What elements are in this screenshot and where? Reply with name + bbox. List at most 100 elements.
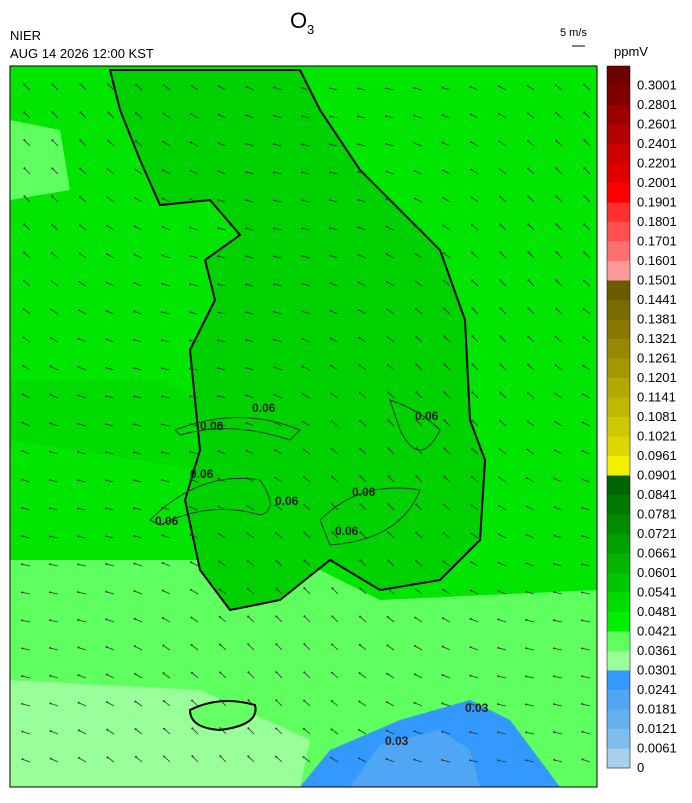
wind-arrow — [500, 280, 507, 287]
wind-arrow-head — [79, 139, 82, 142]
wind-arrow-head — [526, 448, 529, 451]
wind-arrow — [527, 420, 535, 427]
wind-arrow-head — [218, 560, 221, 563]
wind-arrow — [442, 87, 451, 91]
wind-arrow-head — [303, 587, 306, 590]
wind-arrow — [22, 620, 31, 623]
wind-arrow — [527, 168, 535, 175]
colorbar-label: 0.0601 — [637, 565, 677, 580]
wind-arrow-head — [133, 310, 136, 313]
wind-arrow — [78, 338, 87, 343]
wind-arrow-head — [526, 420, 529, 423]
wind-arrow — [358, 88, 367, 91]
wind-arrow-head — [526, 84, 529, 87]
wind-arrow — [274, 115, 283, 119]
wind-arrow-head — [553, 506, 556, 509]
wind-arrow-head — [470, 141, 473, 144]
wind-arrow-head — [273, 255, 276, 258]
wind-arrow — [442, 617, 451, 623]
wind-arrow — [359, 420, 367, 427]
colorbar: 0.3001 0.2801 0.2601 0.2401 0.2201 0.2001 0.19… — [606, 65, 677, 775]
wind-arrow — [248, 728, 255, 735]
wind-arrow — [163, 141, 171, 147]
wind-arrow-head — [190, 616, 193, 619]
wind-arrow — [415, 560, 423, 567]
wind-arrow-head — [105, 281, 108, 284]
wind-arrow-head — [49, 450, 52, 453]
wind-arrow — [190, 227, 199, 231]
wind-arrow-head — [358, 391, 361, 394]
wind-arrow — [107, 196, 115, 203]
wind-arrow — [246, 450, 255, 455]
wind-arrow — [414, 170, 423, 175]
wind-arrow-head — [217, 367, 220, 370]
wind-arrow-head — [274, 476, 277, 479]
wind-arrow — [414, 645, 423, 651]
wind-arrow-head — [413, 169, 416, 172]
wind-arrow — [386, 758, 395, 763]
wind-arrow-head — [441, 114, 444, 117]
wind-arrow — [442, 142, 451, 147]
wind-arrow — [583, 365, 591, 371]
wind-arrow — [528, 279, 535, 287]
wind-arrow-head — [581, 421, 584, 424]
wind-arrow-head — [499, 223, 502, 226]
wind-arrow-head — [273, 171, 276, 174]
colorbar-label: 0.0721 — [637, 526, 677, 541]
wind-arrow-head — [301, 143, 304, 146]
wind-arrow — [78, 451, 87, 455]
wind-arrow — [163, 113, 171, 119]
wind-arrow-head — [302, 727, 305, 730]
wind-arrow-head — [442, 196, 445, 199]
wind-arrow-head — [357, 253, 360, 256]
contour — [319, 487, 421, 546]
colorbar-box — [607, 339, 630, 359]
wind-arrow — [303, 476, 311, 483]
wind-arrow — [162, 311, 171, 315]
wind-arrow — [415, 336, 423, 343]
wind-arrow-head — [469, 759, 472, 762]
wind-arrow — [22, 591, 31, 595]
wind-arrow — [276, 616, 283, 623]
wind-arrow-head — [217, 283, 220, 286]
wind-arrow — [415, 504, 423, 511]
colorbar-box — [607, 612, 630, 632]
wind-arrow-head — [414, 559, 417, 562]
wind-arrow — [52, 168, 59, 175]
wind-arrow-head — [470, 168, 473, 171]
wind-arrow-head — [330, 392, 333, 395]
wind-arrow — [302, 366, 311, 371]
wind-arrow-head — [583, 83, 586, 86]
wind-arrow — [415, 280, 423, 287]
wind-arrow — [134, 479, 143, 483]
wind-arrow — [219, 561, 227, 567]
wind-arrow-head — [469, 113, 472, 116]
wind-arrow-head — [245, 422, 248, 425]
wind-arrow — [304, 615, 311, 623]
wind-arrow-head — [190, 588, 193, 591]
wind-arrow-head — [49, 757, 52, 760]
wind-arrow-head — [583, 139, 586, 142]
contour — [149, 477, 271, 526]
wind-arrow-head — [497, 533, 500, 536]
wind-arrow-head — [161, 367, 164, 370]
wind-arrow — [107, 140, 115, 147]
wind-arrow-head — [415, 475, 418, 478]
wind-arrow — [22, 758, 31, 763]
wind-arrow — [330, 365, 339, 371]
colorbar-label: 0.2401 — [637, 136, 677, 151]
wind-arrow-head — [498, 195, 501, 198]
colorbar-label: 0.2201 — [637, 156, 677, 171]
wind-arrow-head — [134, 700, 137, 703]
wind-arrow-head — [526, 391, 529, 394]
wind-arrow — [302, 172, 311, 175]
wind-arrow — [51, 224, 59, 231]
wind-arrow — [274, 87, 283, 91]
wind-arrow — [50, 591, 59, 595]
wind-arrow — [51, 252, 59, 259]
wind-arrow-head — [49, 507, 52, 510]
wind-arrow-head — [442, 560, 445, 563]
wind-arrow-head — [245, 366, 248, 369]
datetime: AUG 14 2026 12:00 KST — [10, 46, 154, 61]
wind-arrow-head — [217, 339, 220, 342]
